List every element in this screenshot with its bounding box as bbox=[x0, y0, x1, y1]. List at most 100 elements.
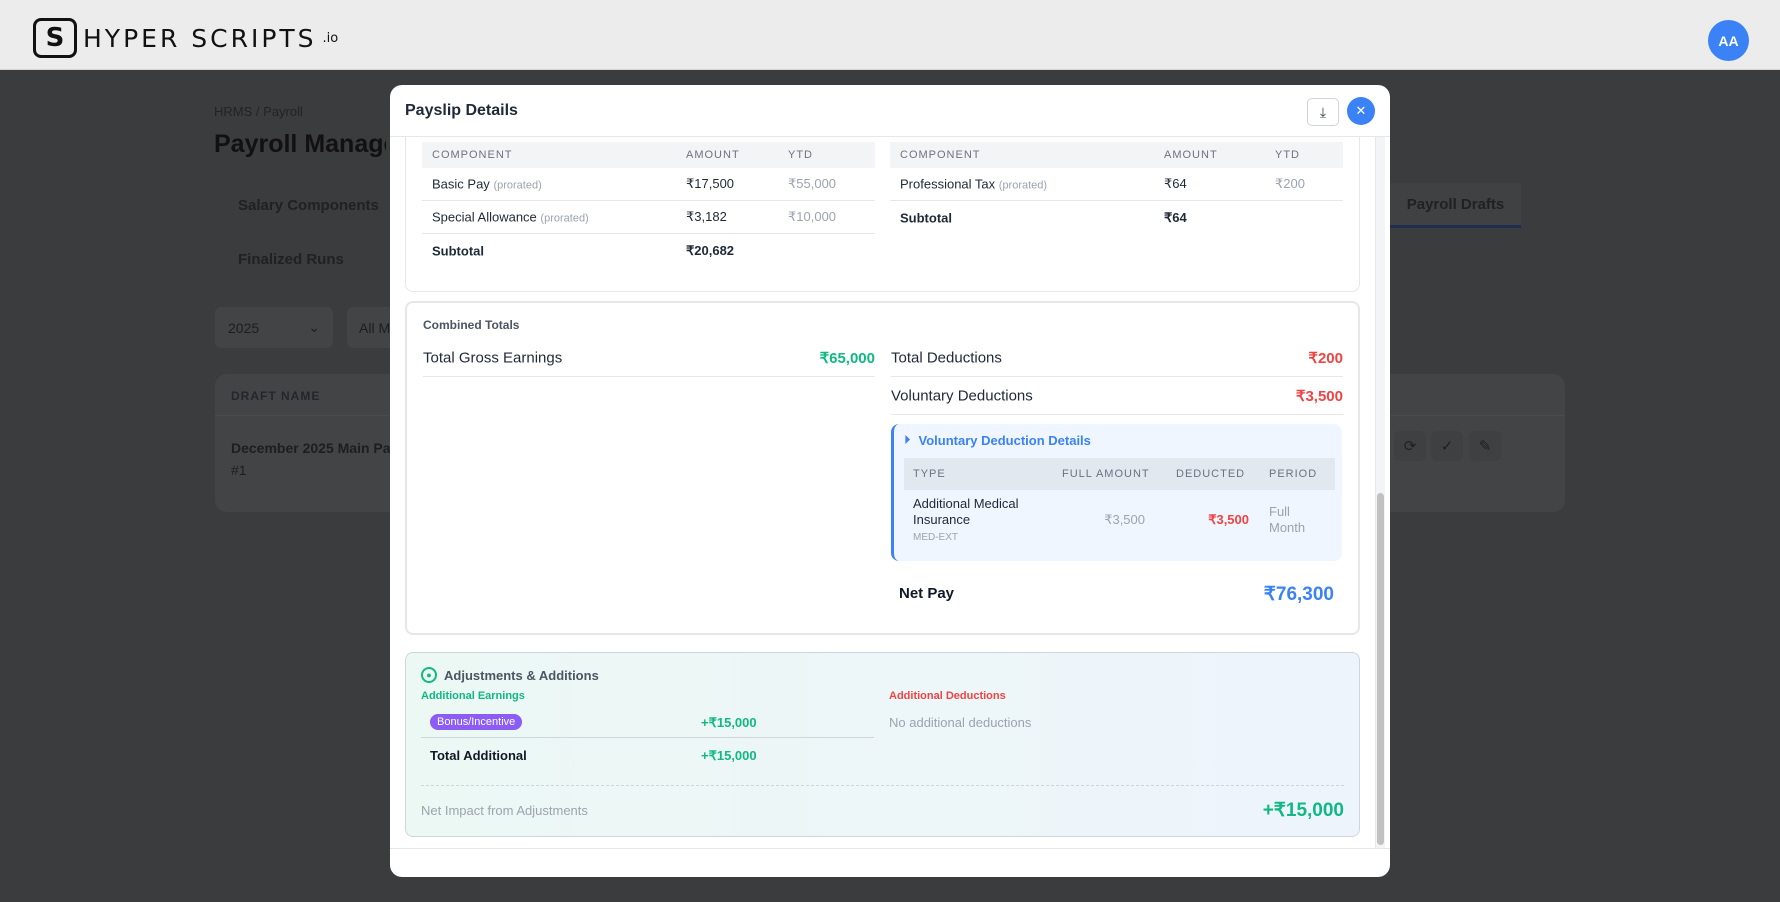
breadcrumb-sep: / bbox=[255, 104, 260, 119]
section-title: Adjustments & Additions bbox=[444, 667, 599, 683]
avatar[interactable]: AA bbox=[1708, 20, 1749, 61]
page-title: Payroll Management bbox=[214, 130, 386, 158]
col-component: COMPONENT bbox=[900, 149, 981, 161]
component-name: Professional Tax bbox=[900, 176, 996, 192]
additional-earnings-title: Additional Earnings bbox=[421, 690, 525, 702]
modal-body[interactable]: COMPONENT AMOUNT YTD Basic Pay (prorated) ₹… bbox=[390, 137, 1390, 848]
edit-icon[interactable]: ✎ bbox=[1469, 431, 1501, 461]
net-impact-value: +₹15,000 bbox=[1262, 800, 1344, 821]
gross-earnings-row: Total Gross Earnings ₹65,000 bbox=[423, 339, 875, 377]
vd-deducted: ₹3,500 bbox=[1208, 512, 1249, 527]
col-full-amount: FULL AMOUNT bbox=[1062, 468, 1150, 480]
subtotal-value: ₹20,682 bbox=[686, 242, 735, 258]
table-row: Special Allowance (prorated) ₹3,182 ₹10,00… bbox=[422, 201, 875, 234]
logo[interactable]: S HYPER SCRIPTS .io bbox=[33, 18, 338, 58]
draft-id: #1 bbox=[231, 462, 247, 478]
year-value: 2025 bbox=[228, 319, 260, 336]
modal-header: Payslip Details ⤓ ✕ bbox=[390, 85, 1390, 137]
divider bbox=[421, 785, 1344, 786]
amount: ₹64 bbox=[1164, 176, 1187, 191]
ytd: ₹55,000 bbox=[788, 176, 837, 191]
value: ₹3,500 bbox=[1295, 387, 1343, 405]
subtotal-label: Subtotal bbox=[432, 243, 484, 258]
subtotal-row: Subtotal ₹64 bbox=[890, 201, 1343, 234]
total-deductions-row: Total Deductions ₹200 bbox=[891, 339, 1343, 377]
top-bar: S HYPER SCRIPTS .io AA bbox=[0, 0, 1780, 70]
amount: ₹3,182 bbox=[686, 209, 727, 224]
adjustment-row: Bonus/Incentive +₹15,000 bbox=[421, 703, 874, 738]
value: ₹200 bbox=[1308, 349, 1343, 367]
col-period: PERIOD bbox=[1269, 468, 1318, 480]
ytd: ₹200 bbox=[1275, 176, 1305, 191]
voluntary-deductions-row: Voluntary Deductions ₹3,500 bbox=[891, 377, 1343, 415]
vd-table-header: TYPE FULL AMOUNT DEDUCTED PERIOD bbox=[904, 458, 1335, 490]
col-amount: AMOUNT bbox=[1164, 149, 1218, 161]
table-header: COMPONENT AMOUNT YTD bbox=[890, 142, 1343, 168]
breadcrumb: HRMS / Payroll bbox=[214, 104, 303, 119]
payslip-modal: Payslip Details ⤓ ✕ COMPONENT AMOUNT YTD B… bbox=[390, 85, 1390, 877]
refresh-icon[interactable]: ⟳ bbox=[1394, 431, 1426, 461]
bonus-amount: +₹15,000 bbox=[701, 715, 757, 730]
total-additional-label: Total Additional bbox=[430, 748, 527, 763]
col-deducted: DEDUCTED bbox=[1176, 468, 1246, 480]
amount: ₹17,500 bbox=[686, 176, 735, 191]
bonus-badge: Bonus/Incentive bbox=[430, 714, 523, 730]
draft-name: December 2025 Main Pa bbox=[231, 440, 390, 456]
tab-salary-components[interactable]: Salary Components bbox=[238, 197, 379, 214]
net-pay-label: Net Pay bbox=[899, 585, 955, 602]
vd-type: Additional Medical Insurance bbox=[913, 496, 1019, 527]
scrollbar-track[interactable] bbox=[1375, 137, 1385, 848]
voluntary-deduction-details: ⏵ Voluntary Deduction Details TYPE FULL A… bbox=[891, 424, 1342, 561]
tab-label: Payroll Drafts bbox=[1406, 195, 1505, 213]
vd-period: Full Month bbox=[1269, 504, 1306, 535]
component-tag: (prorated) bbox=[540, 212, 589, 225]
component-tag: (prorated) bbox=[493, 179, 542, 192]
vd-title: Voluntary Deduction Details bbox=[918, 432, 1091, 448]
month-select[interactable]: All M bbox=[347, 307, 390, 348]
components-card: COMPONENT AMOUNT YTD Basic Pay (prorated) ₹… bbox=[405, 137, 1360, 292]
logo-suffix: .io bbox=[322, 30, 339, 46]
additional-deductions-title: Additional Deductions bbox=[889, 690, 1006, 702]
component-tag: (prorated) bbox=[998, 179, 1048, 192]
play-circle-icon: ⏵ bbox=[904, 432, 911, 447]
scrollbar-thumb[interactable] bbox=[1377, 493, 1384, 845]
subtotal-value: ₹64 bbox=[1164, 209, 1187, 225]
col-amount: AMOUNT bbox=[686, 149, 740, 161]
close-icon: ✕ bbox=[1355, 103, 1367, 118]
no-deductions-text: No additional deductions bbox=[889, 715, 1032, 730]
col-ytd: YTD bbox=[788, 149, 813, 161]
col-component: COMPONENT bbox=[432, 149, 513, 161]
earnings-table: COMPONENT AMOUNT YTD Basic Pay (prorated) ₹… bbox=[422, 142, 875, 267]
breadcrumb-payroll[interactable]: Payroll bbox=[263, 104, 303, 119]
modal-footer bbox=[390, 848, 1390, 877]
table-row[interactable]: December 2025 Main Pa #1 bbox=[215, 416, 390, 478]
table-header: COMPONENT AMOUNT YTD bbox=[422, 142, 875, 168]
adjustments-card: ● Adjustments & Additions Additional Earn… bbox=[405, 652, 1360, 837]
table-row: Professional Tax (prorated) ₹64 ₹200 bbox=[890, 168, 1343, 201]
net-pay-value: ₹76,300 bbox=[1263, 584, 1334, 605]
close-button[interactable]: ✕ bbox=[1347, 97, 1375, 125]
year-select[interactable]: 2025 ⌄ bbox=[215, 307, 333, 348]
component-name: Basic Pay bbox=[432, 176, 490, 192]
tab-payroll-drafts[interactable]: Payroll Drafts bbox=[1390, 183, 1521, 228]
subtotal-row: Subtotal ₹20,682 bbox=[422, 234, 875, 267]
ytd: ₹10,000 bbox=[788, 209, 837, 224]
logo-text: HYPER SCRIPTS bbox=[83, 23, 317, 53]
label: Total Deductions bbox=[891, 349, 1002, 366]
combined-totals-card: Combined Totals Total Gross Earnings ₹65,… bbox=[405, 301, 1360, 635]
col-type: TYPE bbox=[913, 468, 946, 480]
total-additional-value: +₹15,000 bbox=[701, 748, 757, 763]
check-icon[interactable]: ✓ bbox=[1431, 431, 1463, 461]
download-button[interactable]: ⤓ bbox=[1307, 98, 1339, 126]
month-value: All M bbox=[359, 319, 390, 336]
section-title: Combined Totals bbox=[423, 318, 520, 332]
modal-title: Payslip Details bbox=[405, 102, 518, 119]
chevron-down-icon: ⌄ bbox=[308, 319, 320, 335]
user-circle-icon: ● bbox=[421, 667, 437, 683]
tab-finalized-runs[interactable]: Finalized Runs bbox=[238, 251, 344, 268]
breadcrumb-hrms[interactable]: HRMS bbox=[214, 104, 253, 119]
label: Total Gross Earnings bbox=[423, 349, 563, 366]
vd-full-amount: ₹3,500 bbox=[1104, 512, 1145, 527]
download-icon: ⤓ bbox=[1319, 103, 1327, 120]
component-name: Special Allowance bbox=[432, 209, 537, 225]
